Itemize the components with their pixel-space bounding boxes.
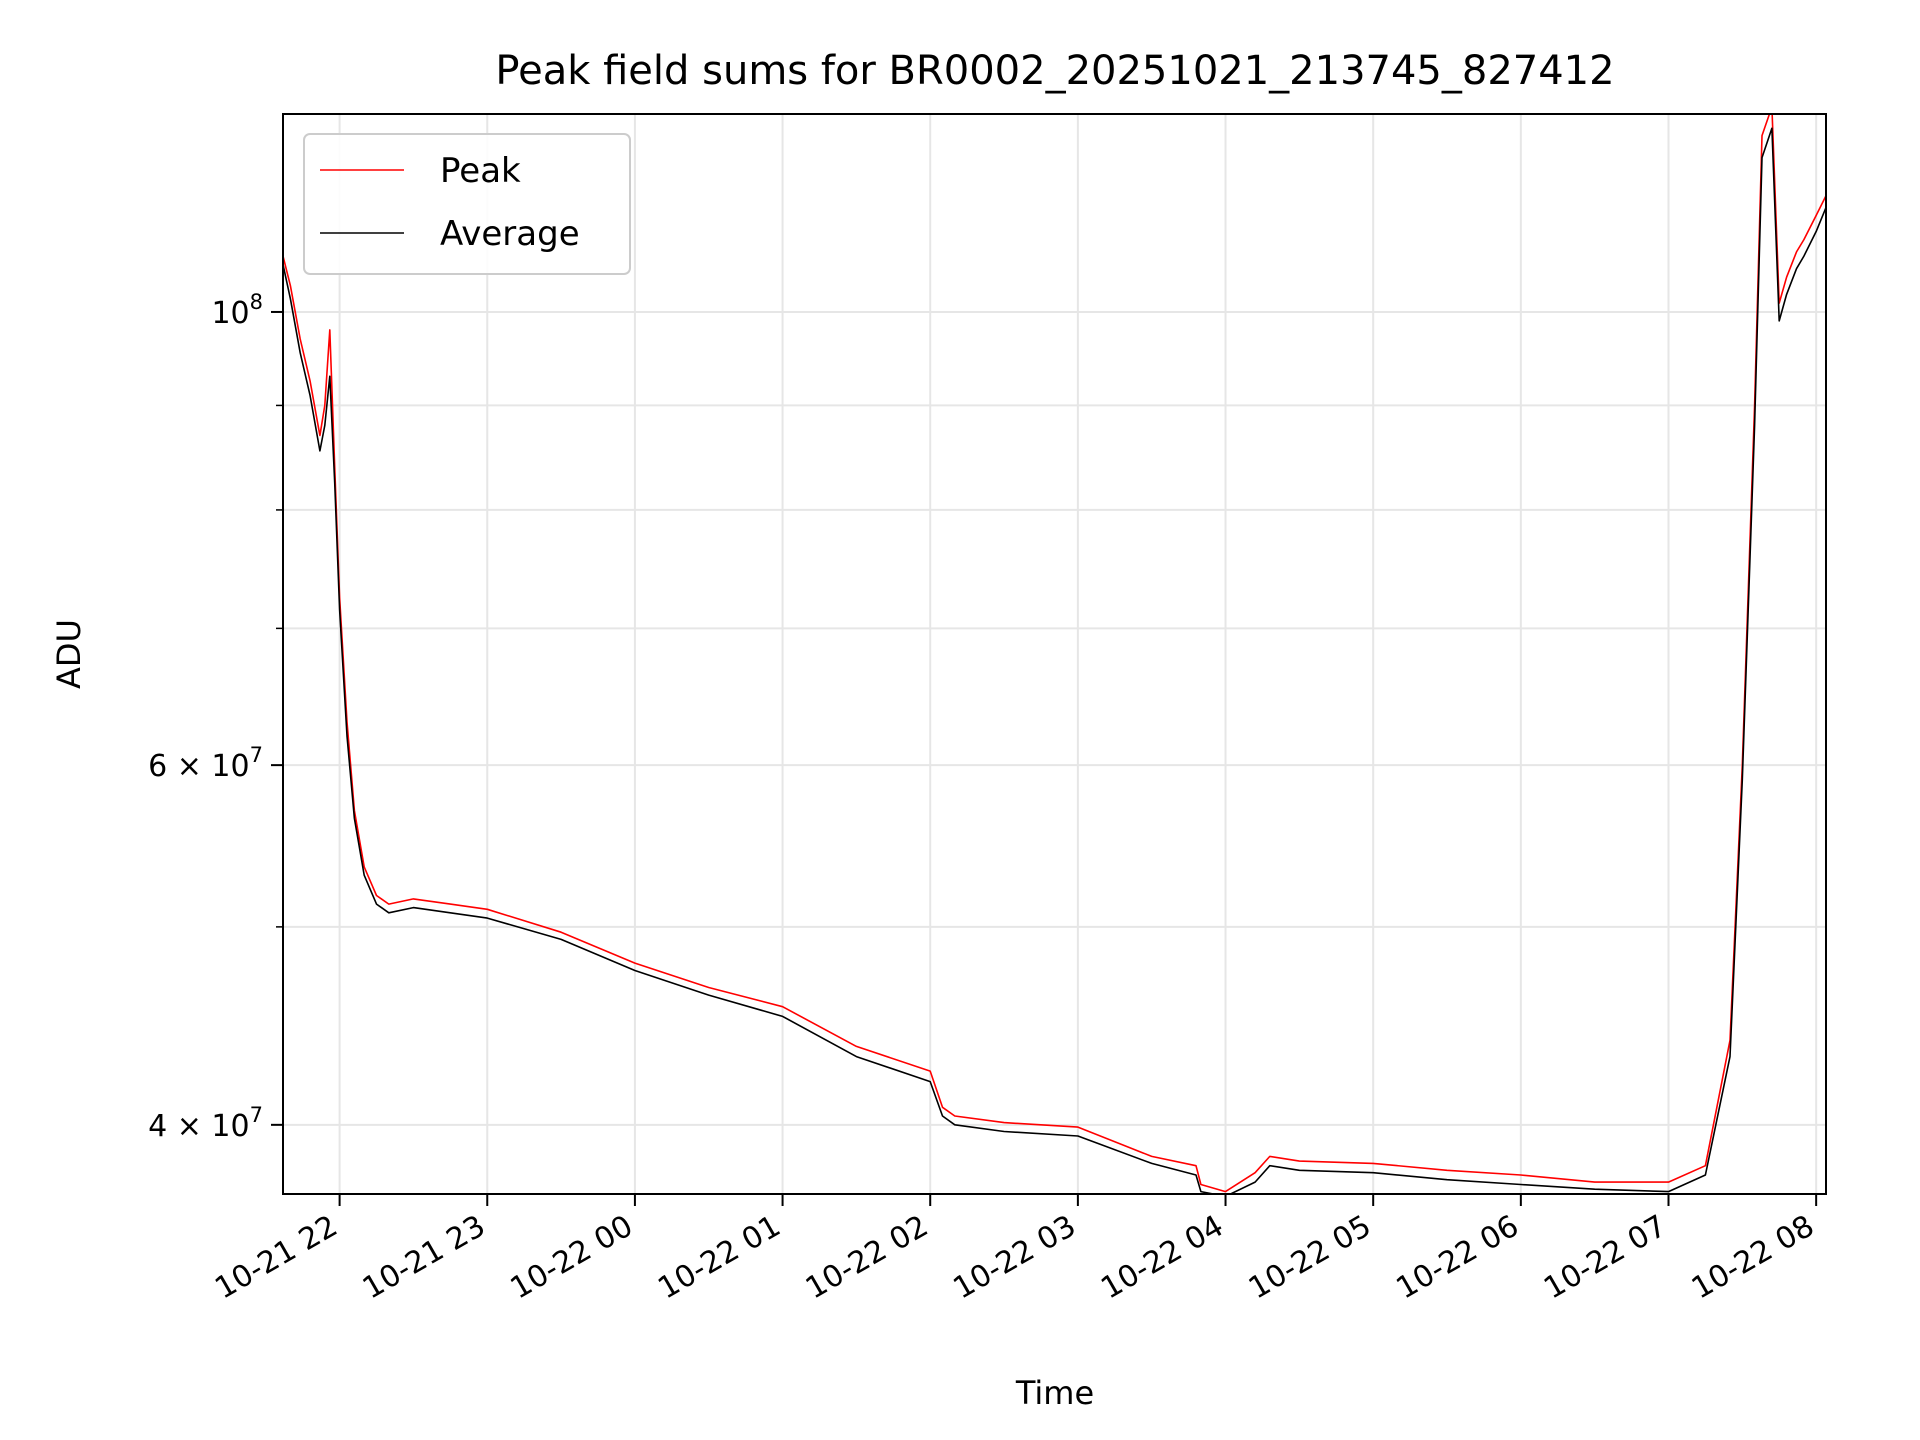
y-tick-label: 108 xyxy=(211,290,263,331)
grid xyxy=(283,114,1826,1194)
y-tick-label: 4 × 107 xyxy=(148,1103,263,1144)
plot-frame xyxy=(282,113,1827,1195)
x-axis-label: Time xyxy=(1015,1374,1094,1412)
legend-label-peak: Peak xyxy=(440,151,521,191)
legend-box xyxy=(303,133,631,275)
series-layer xyxy=(283,114,1826,1194)
legend: Peak Average xyxy=(303,133,631,275)
chart-title: Peak field sums for BR0002_20251021_2137… xyxy=(495,48,1614,94)
series-line-average xyxy=(283,127,1826,1194)
y-tick-label: 6 × 107 xyxy=(148,743,263,784)
y-axis: 4 × 107 6 × 107 108 xyxy=(148,290,283,1144)
y-axis-label: ADU xyxy=(50,619,88,689)
legend-label-average: Average xyxy=(440,214,580,254)
